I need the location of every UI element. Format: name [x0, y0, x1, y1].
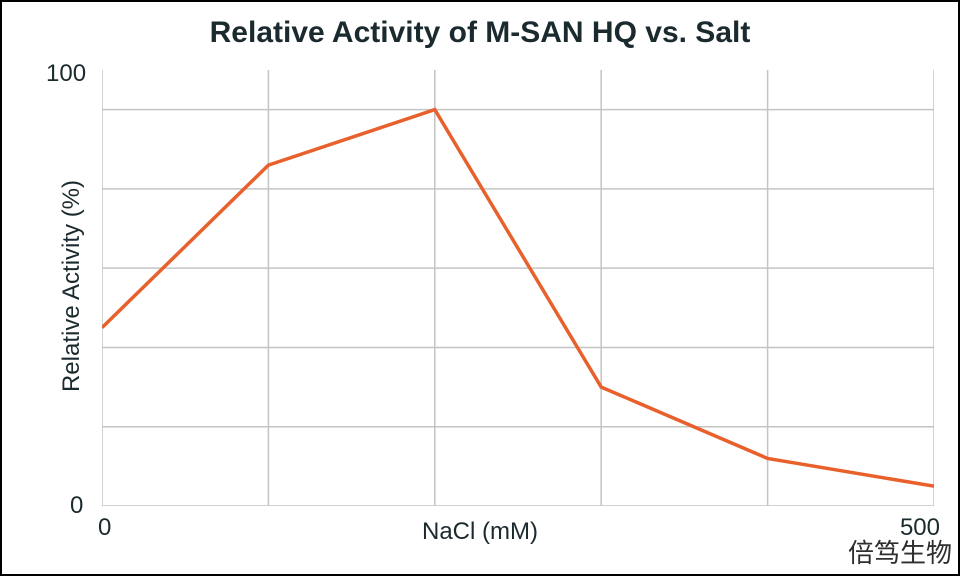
- gridlines: [102, 70, 934, 506]
- ytick-100: 100: [46, 60, 86, 88]
- chart-title: Relative Activity of M-SAN HQ vs. Salt: [2, 16, 958, 50]
- axis-lines: [102, 70, 934, 506]
- chart-plot: [102, 70, 934, 506]
- xtick-0: 0: [98, 514, 111, 542]
- data-line: [102, 110, 934, 487]
- x-axis-label: NaCl (mM): [2, 518, 958, 546]
- ytick-0: 0: [70, 492, 83, 520]
- chart-frame: Relative Activity of M-SAN HQ vs. Salt R…: [0, 0, 960, 576]
- watermark-text: 倍笃生物: [848, 533, 952, 570]
- y-axis-label: Relative Activity (%): [58, 156, 86, 416]
